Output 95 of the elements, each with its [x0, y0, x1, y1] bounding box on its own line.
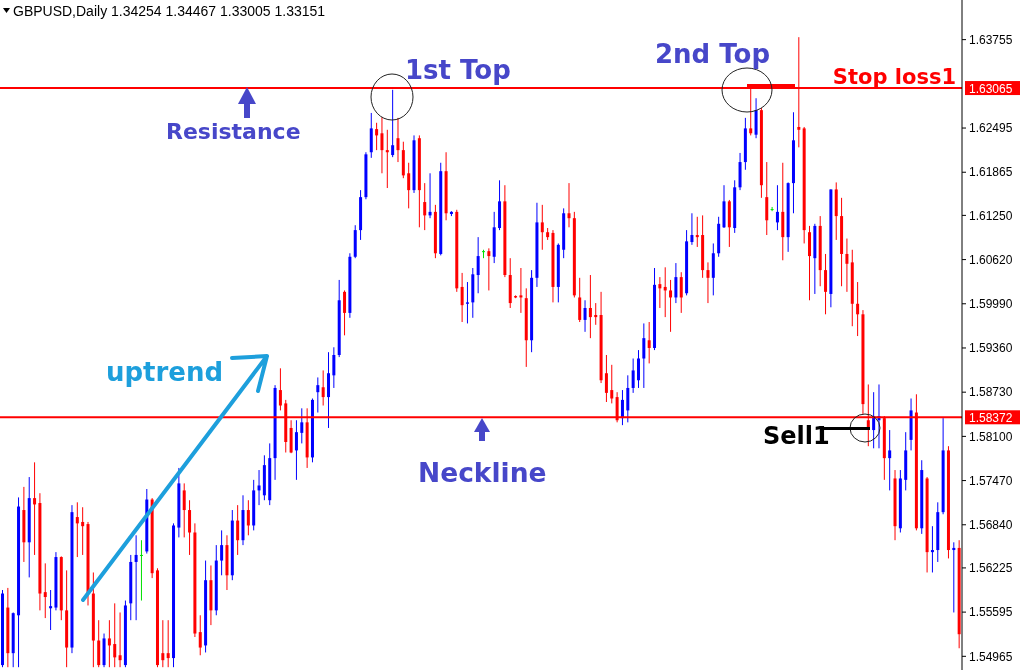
y-tick-label: 1.54965 [969, 649, 1013, 664]
candlestick [118, 611, 122, 668]
ref-line-label: 1.63065 [969, 81, 1013, 96]
y-tick-label: 1.59360 [969, 341, 1013, 356]
candlestick [674, 262, 678, 304]
candlestick [33, 461, 37, 556]
y-tick-label: 1.56225 [969, 561, 1013, 576]
candlestick [669, 279, 673, 333]
candlestick [610, 364, 614, 404]
candlestick [642, 322, 646, 389]
y-tick-label: 1.58730 [969, 385, 1013, 400]
candlestick [578, 277, 582, 323]
candlestick [332, 346, 336, 389]
candlestick [567, 182, 571, 228]
y-tick-label: 1.57470 [969, 473, 1013, 488]
candlestick [690, 212, 694, 246]
candlestick [134, 534, 138, 621]
candlestick [161, 619, 165, 668]
candlestick [658, 276, 662, 309]
candlestick [327, 351, 331, 429]
candlestick [647, 321, 651, 364]
candlestick [888, 429, 892, 491]
annotation: uptrend [106, 357, 224, 387]
chart-title: GBPUSD,Daily 1.34254 1.34467 1.33005 1.33151 [13, 3, 326, 19]
candlestick [765, 161, 769, 236]
candlestick [113, 602, 117, 668]
candlestick [246, 499, 250, 536]
candlestick [952, 541, 956, 613]
candlestick [107, 619, 111, 668]
candlestick [198, 614, 202, 656]
candlestick [257, 469, 261, 506]
candlestick [626, 374, 630, 423]
candlestick [808, 225, 812, 301]
annotation: 1st Top [405, 55, 511, 85]
annotation: 2nd Top [655, 39, 771, 69]
candlestick [519, 267, 523, 314]
y-tick-label: 1.61250 [969, 208, 1013, 223]
candlestick [775, 184, 779, 231]
candlestick [487, 247, 491, 291]
candlestick [540, 204, 544, 251]
candlestick [375, 122, 379, 151]
y-tick-label: 1.56840 [969, 518, 1013, 533]
y-tick-label: 1.62495 [969, 121, 1013, 136]
y-tick-label: 1.63755 [969, 32, 1013, 47]
candlestick [695, 216, 699, 248]
candlestick [465, 281, 469, 324]
y-tick-label: 1.55595 [969, 605, 1013, 620]
candlestick [476, 236, 480, 294]
candlestick [49, 589, 53, 631]
candlestick [930, 525, 934, 573]
candlestick [460, 272, 464, 323]
candlestick [139, 539, 143, 602]
annotation: Resistance [166, 119, 301, 144]
candlestick [423, 182, 427, 231]
y-tick-label: 1.58100 [969, 429, 1013, 444]
candlestick [188, 499, 192, 556]
candlestick [369, 112, 373, 159]
candlestick [278, 367, 282, 411]
candlestick [679, 271, 683, 314]
annotation: Neckline [418, 457, 547, 488]
candlestick [294, 419, 298, 481]
candlestick [182, 482, 186, 538]
candlestick [300, 407, 304, 444]
candlestick [343, 289, 347, 336]
candlestick [636, 349, 640, 389]
y-tick-label: 1.59990 [969, 297, 1013, 312]
candlestick [220, 529, 224, 576]
y-tick-label: 1.60620 [969, 252, 1013, 267]
candlestick [407, 162, 411, 209]
candlestick [396, 117, 400, 163]
ref-line-label: 1.58372 [969, 410, 1013, 425]
candlestick [583, 299, 587, 333]
annotation: Sell1 [763, 422, 830, 450]
candlestick [604, 354, 608, 403]
candlestick [845, 238, 849, 293]
candlestick [770, 206, 774, 212]
candlestick [594, 302, 598, 326]
y-tick-label: 1.61865 [969, 165, 1013, 180]
candlestick [706, 261, 710, 304]
annotation: Stop loss1 [832, 65, 956, 89]
candlestick [856, 281, 860, 337]
candlestick [824, 253, 828, 315]
candlestick [380, 116, 384, 174]
candlestick [316, 376, 320, 414]
candlestick [391, 89, 395, 158]
candlestick [236, 504, 240, 556]
candlestick [749, 86, 753, 136]
candlestick [588, 274, 592, 339]
candlestick [81, 506, 85, 556]
candlestick [631, 358, 635, 394]
candlestick [385, 129, 389, 189]
candlestick [75, 501, 79, 558]
candlestick [166, 619, 170, 668]
candlestick [321, 369, 325, 407]
candlestick [43, 562, 47, 619]
